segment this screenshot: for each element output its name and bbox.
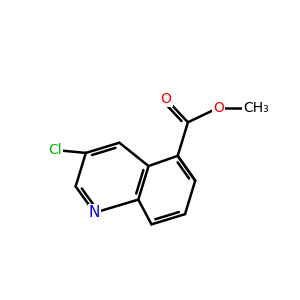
Text: O: O (213, 101, 224, 115)
Text: Cl: Cl (48, 143, 62, 157)
Text: O: O (160, 92, 172, 106)
Text: CH₃: CH₃ (243, 101, 269, 115)
Text: N: N (89, 205, 100, 220)
